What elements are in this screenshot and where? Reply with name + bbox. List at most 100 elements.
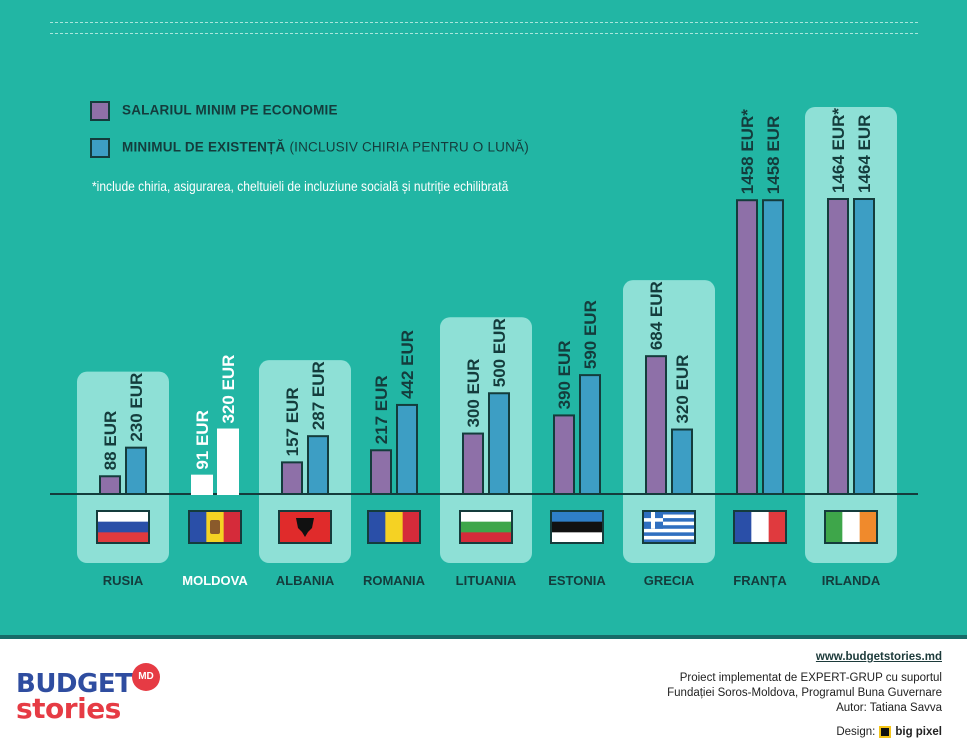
value-label: 684 EUR	[647, 281, 666, 350]
flag-stripe	[859, 511, 878, 543]
country-label: ESTONIA	[548, 573, 606, 588]
bar-minimum-wage	[736, 199, 758, 495]
flag-stripe	[825, 511, 843, 543]
chart-area: SALARIUL MINIM PE ECONOMIE MINIMUL DE EX…	[0, 0, 967, 635]
country-label: MOLDOVA	[182, 573, 248, 588]
legend-label-minimum-wage: SALARIUL MINIM PE ECONOMIE	[122, 102, 338, 118]
value-label: 1458 EUR	[764, 116, 783, 194]
value-label: 320 EUR	[673, 355, 692, 424]
bar-minimum-wage	[553, 414, 575, 496]
country-label: ALBANIA	[276, 573, 335, 588]
logo-word-budget: BUDGET	[16, 669, 133, 699]
flag-border	[550, 510, 604, 544]
bar-chart: 88 EUR 230 EUR RUSIA 91 EUR 320 EUR MOLDOVA 15…	[50, 107, 918, 588]
value-label: 230 EUR	[127, 373, 146, 442]
top-dashed-line	[50, 22, 918, 23]
russia-flag-icon	[96, 510, 150, 544]
flag-border	[367, 510, 421, 544]
legend-label-subsistence: MINIMUL DE EXISTENȚĂ	[122, 139, 286, 155]
flag-stripe	[643, 518, 695, 522]
legend-swatch-blue	[90, 138, 110, 158]
flag-stripe	[643, 539, 695, 544]
greece-flag-icon	[642, 510, 696, 544]
bar-minimum-wage	[281, 461, 303, 496]
flag-stripe	[551, 511, 603, 522]
legend-item-minimum-wage: SALARIUL MINIM PE ECONOMIE	[90, 101, 338, 121]
flag-stripe	[97, 511, 149, 522]
flag-stripe	[643, 511, 695, 515]
albania-eagle	[296, 518, 314, 537]
bar-minimum-wage	[191, 474, 213, 496]
flag-stripe	[385, 511, 403, 543]
value-label: 91 EUR	[193, 410, 212, 470]
country-label: ROMANIA	[363, 573, 426, 588]
bar-subsistence	[217, 428, 239, 495]
footer: BUDGET stories MD www.budgetstories.md P…	[0, 635, 967, 755]
country-label: RUSIA	[103, 573, 144, 588]
bar-subsistence	[671, 428, 693, 495]
flag-border	[188, 510, 242, 544]
legend-item-subsistence: MINIMUL DE EXISTENȚĂ (INCLUSIV CHIRIA PE…	[90, 138, 529, 158]
legend-swatch-purple	[90, 101, 110, 121]
bar-minimum-wage	[827, 198, 849, 495]
moldova-emblem	[210, 520, 220, 534]
flag-stripe	[643, 525, 695, 530]
flag-stripe	[97, 521, 149, 533]
flag-stripe	[460, 521, 512, 533]
flag-stripe	[643, 532, 695, 537]
flag-stripe	[643, 535, 695, 540]
big-pixel-icon	[879, 726, 892, 738]
flag-border	[96, 510, 150, 544]
footer-credits: www.budgetstories.md Proiect implementat…	[667, 651, 942, 738]
bar-minimum-wage	[99, 475, 121, 496]
highlight-panel	[440, 317, 532, 563]
value-label: 320 EUR	[219, 355, 238, 424]
value-label: 217 EUR	[372, 375, 391, 444]
design-credit: Design: big pixel	[667, 726, 942, 738]
bar-subsistence	[125, 446, 147, 495]
credit-line-1: Proiect implementat de EXPERT-GRUP cu su…	[679, 672, 942, 684]
flag-stripe	[189, 511, 207, 543]
flag-border	[459, 510, 513, 544]
bar-minimum-wage	[462, 432, 484, 495]
flag-border	[824, 510, 878, 544]
romania-flag-icon	[367, 510, 421, 544]
flag-border	[642, 510, 696, 544]
legend-label-subsistence-note: (INCLUSIV CHIRIA PENTRU O LUNĂ)	[285, 139, 529, 155]
flag-stripe	[734, 511, 752, 543]
flag-stripe	[768, 511, 787, 543]
value-label: 300 EUR	[464, 359, 483, 428]
flag-stripe	[368, 511, 386, 543]
bar-subsistence	[396, 403, 418, 496]
value-label: 1464 EUR	[855, 115, 874, 193]
flag-stripe	[842, 511, 860, 543]
flag-border	[733, 510, 787, 544]
moldova-flag-icon	[188, 510, 242, 544]
flag-stripe	[551, 532, 603, 544]
flag-stripe	[643, 521, 695, 526]
top-dashed-line-2	[50, 33, 918, 34]
flag-border	[278, 510, 332, 544]
design-label: Design:	[836, 726, 876, 739]
ireland-flag-icon	[824, 510, 878, 544]
bar-minimum-wage	[645, 355, 667, 496]
lithuania-flag-icon	[459, 510, 513, 544]
credit-line-3: Autor: Tatiana Savva	[836, 702, 942, 714]
value-label: 390 EUR	[555, 340, 574, 409]
footnote: *include chiria, asigurarea, cheltuieli …	[92, 178, 509, 194]
value-label: 590 EUR	[581, 300, 600, 369]
flag-stripe	[460, 532, 512, 544]
value-label: 287 EUR	[309, 361, 328, 430]
flag-stripe	[751, 511, 769, 543]
value-label: 500 EUR	[490, 318, 509, 387]
estonia-flag-icon	[550, 510, 604, 544]
logo-word-stories: stories	[16, 692, 121, 725]
flag-stripe	[643, 528, 695, 533]
bar-subsistence	[762, 199, 784, 495]
value-label: 88 EUR	[101, 411, 120, 471]
bar-minimum-wage	[370, 449, 392, 496]
website-link[interactable]: www.budgetstories.md	[815, 651, 942, 663]
bar-subsistence	[853, 198, 875, 495]
albania-flag-icon	[278, 510, 332, 544]
flag-stripe	[97, 532, 149, 544]
